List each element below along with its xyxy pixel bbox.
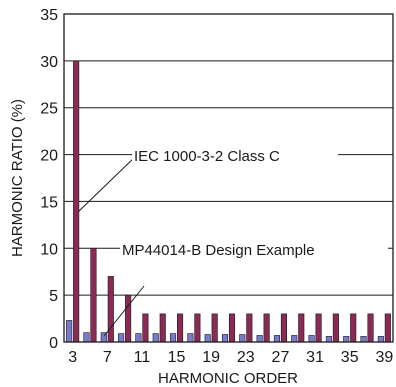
bars <box>66 60 391 343</box>
annotation-design: MP44014-B Design Example <box>122 242 315 259</box>
y-tick-label: 15 <box>40 194 58 211</box>
bar-design-h33 <box>325 336 332 343</box>
x-tick-label: 39 <box>375 349 393 366</box>
x-tick-label: 19 <box>202 349 220 366</box>
x-tick-labels: 3 7 11 15 19 23 27 31 35 39 <box>68 349 393 366</box>
bar-design-h39 <box>377 336 384 343</box>
bar-iec-h5 <box>90 247 97 343</box>
x-tick-label: 3 <box>68 349 77 366</box>
bar-design-h15 <box>170 333 177 343</box>
bar-iec-h21 <box>228 313 236 343</box>
bar-iec-h13 <box>159 313 166 343</box>
bar-iec-h29 <box>298 313 305 343</box>
bar-iec-h19 <box>211 313 218 343</box>
y-tick-label: 25 <box>40 101 58 118</box>
bar-design-h5 <box>83 332 90 343</box>
y-tick-label: 35 <box>40 7 58 24</box>
bar-iec-h9 <box>125 294 132 343</box>
bar-iec-h15 <box>177 313 184 343</box>
x-tick-label: 11 <box>134 349 151 366</box>
bar-design-h37 <box>360 336 367 343</box>
bar-design-h19 <box>204 334 211 343</box>
bar-iec-h25 <box>263 313 270 343</box>
bar-iec-h23 <box>246 313 253 343</box>
bar-design-h25 <box>256 335 263 343</box>
bar-design-h23 <box>239 334 246 343</box>
bar-iec-h27 <box>280 313 287 343</box>
x-tick-label: 27 <box>272 349 290 366</box>
bar-design-h35 <box>343 336 350 343</box>
x-tick-label: 31 <box>306 349 324 366</box>
annotation-iec: IEC 1000-3-2 Class C <box>134 148 280 165</box>
bar-design-h27 <box>273 335 280 343</box>
bar-iec-h17 <box>194 313 201 343</box>
bar-iec-h33 <box>332 313 339 343</box>
x-tick-label: 15 <box>168 349 186 366</box>
bar-design-h11 <box>135 333 142 343</box>
bar-iec-h35 <box>350 313 357 343</box>
x-tick-label: 23 <box>237 349 255 366</box>
plot-frame <box>63 13 394 343</box>
bar-iec-h37 <box>367 313 374 343</box>
bar-design-h17 <box>187 333 194 343</box>
y-axis-title: HARMONIC RATIO (%) <box>9 99 26 257</box>
bar-design-h13 <box>152 333 159 343</box>
bar-design-h21 <box>221 334 229 343</box>
annotation-bg-design <box>120 240 388 260</box>
bar-design-h29 <box>291 335 298 343</box>
bar-iec-h11 <box>142 313 149 343</box>
gridlines <box>64 60 393 296</box>
leader-line-iec <box>77 155 137 213</box>
annotation-bg-iec <box>132 146 338 166</box>
x-tick-label: 7 <box>103 349 112 366</box>
bar-design-h3 <box>66 320 73 343</box>
x-tick-label: 35 <box>341 349 359 366</box>
bar-design-h9 <box>118 333 125 343</box>
bar-iec-h31 <box>315 313 322 343</box>
x-axis-title: HARMONIC ORDER <box>158 370 298 387</box>
bar-iec-h3 <box>73 60 80 343</box>
y-tick-label: 0 <box>49 335 58 352</box>
y-tick-label: 5 <box>49 288 58 305</box>
bar-design-h31 <box>308 335 315 343</box>
y-tick-label: 20 <box>40 148 58 165</box>
bar-iec-h39 <box>384 313 391 343</box>
bar-iec-h7 <box>107 276 114 343</box>
y-tick-label: 30 <box>40 54 58 71</box>
y-tick-label: 10 <box>40 241 58 258</box>
y-tick-labels: 0 5 10 15 20 25 30 35 <box>40 7 58 352</box>
leader-line-design <box>103 285 145 337</box>
